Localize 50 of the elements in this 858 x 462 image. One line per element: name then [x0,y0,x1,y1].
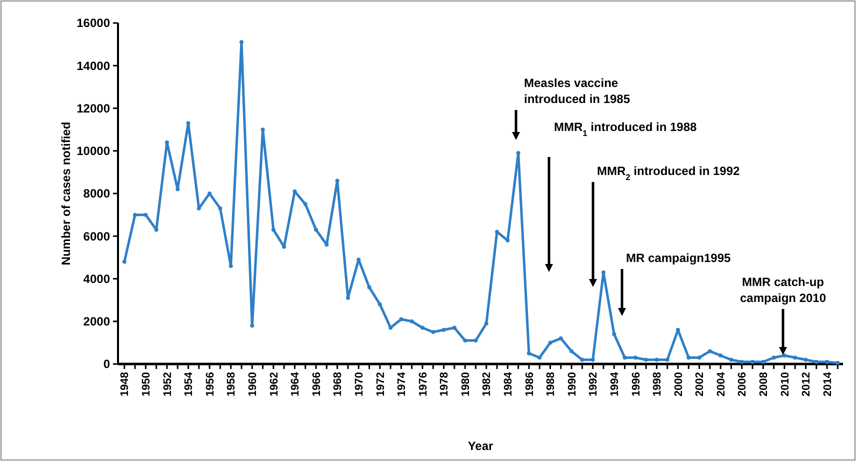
x-tick-label: 1976 [417,372,430,396]
x-tick-label: 1992 [588,372,600,396]
y-tick-label: 14000 [76,58,110,73]
y-tick-label: 0 [103,357,110,372]
x-tick-label: 1974 [396,371,408,396]
x-tick-label: 2010 [779,372,792,396]
x-tick-label: 1964 [290,371,302,396]
x-tick-label: 2008 [758,372,770,396]
x-tick-label: 2012 [800,372,813,396]
x-tick-label: 1984 [502,371,514,396]
x-tick-label: 1988 [545,372,558,396]
annotation: Measles vaccine introduced in 1985 [524,76,630,106]
x-tick-label: 2000 [672,372,685,396]
x-tick-label: 2002 [694,372,706,396]
x-tick-label: 2014 [822,371,834,396]
x-tick-label: 1980 [460,372,472,396]
y-tick-label: 12000 [76,101,110,116]
x-tick-label: 1960 [246,372,259,396]
x-tick-label: 1952 [162,372,174,396]
x-tick-label: 1970 [353,372,366,396]
x-tick-label: 1982 [481,372,494,396]
x-tick-label: 1978 [438,372,451,396]
x-tick-label: 1948 [119,372,132,396]
y-tick-label: 2000 [83,314,110,329]
x-tick-label: 1968 [332,372,344,396]
x-tick-label: 1986 [524,372,536,396]
x-tick-label: 1962 [268,372,280,396]
x-tick-label: 1994 [608,371,621,396]
y-axis-title: Number of cases notified [59,122,73,266]
x-tick-label: 1954 [183,371,196,396]
x-tick-label: 1996 [630,372,642,396]
x-tick-label: 1990 [566,372,578,396]
y-tick-label: 10000 [76,144,110,158]
x-tick-label: 1958 [226,372,238,396]
annotation: MR campaign1995 [626,251,732,265]
x-tick-label: 1950 [140,372,153,396]
y-tick-label: 16000 [76,16,110,30]
x-tick-label: 1998 [652,372,664,396]
y-tick-label: 8000 [83,186,110,201]
y-tick-label: 4000 [83,272,110,286]
y-tick-label: 6000 [83,229,110,244]
x-tick-label: 1956 [204,372,216,396]
x-axis-title: Year [468,439,494,453]
x-tick-label: 1972 [374,372,387,396]
x-tick-label: 2006 [736,372,749,396]
annotation: MMR$_{1}$ introduced in 1988 [554,120,698,138]
x-tick-label: 1966 [310,372,323,396]
x-tick-label: 2004 [715,371,728,396]
annotation: MMR catch-up campaign 2010 [740,275,826,305]
annotation: MMR$_{2}$ introduced in 1992 [597,164,740,182]
